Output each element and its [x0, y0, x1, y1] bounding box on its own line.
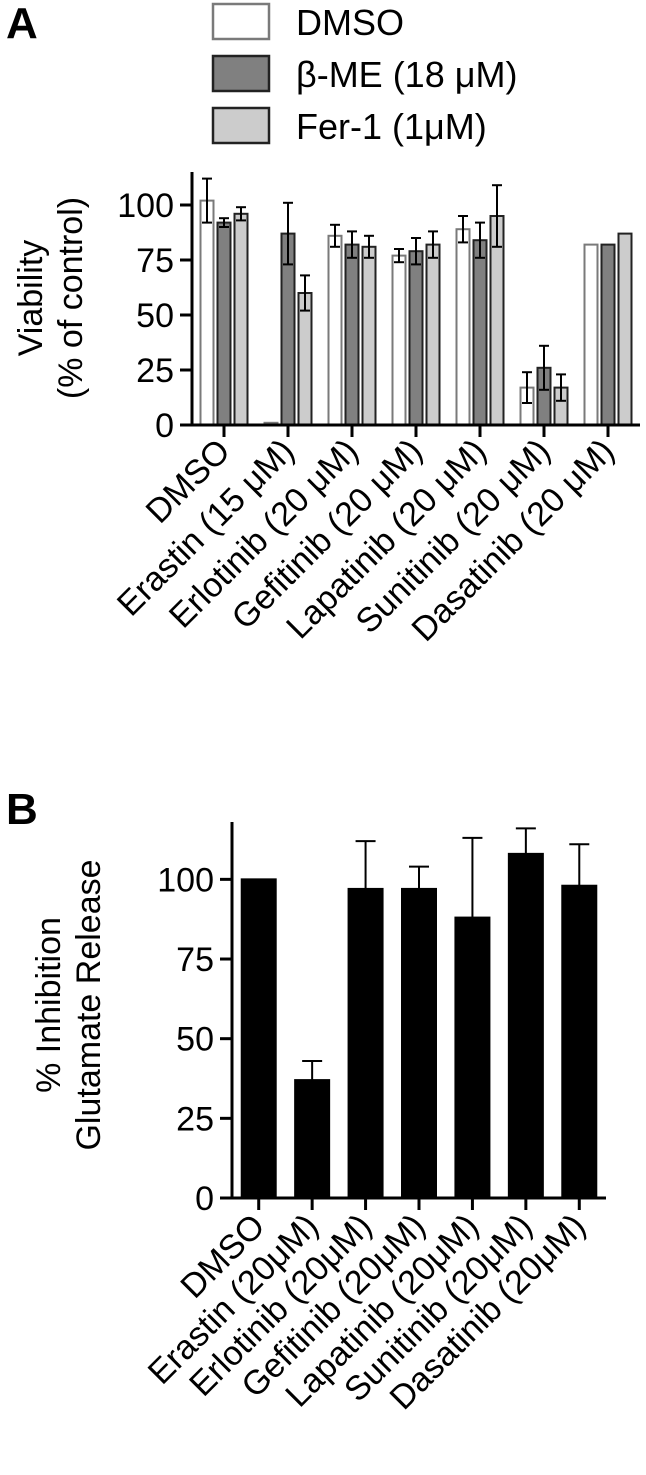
y-axis-label: % Inhibition Glutamate Release	[30, 859, 108, 1150]
y-tick-label: 75	[176, 941, 214, 979]
y-tick-label: 75	[136, 242, 174, 280]
y-tick-label: 25	[136, 352, 174, 390]
bar	[454, 916, 491, 1199]
bar	[617, 232, 633, 426]
bar	[455, 228, 471, 426]
bar	[425, 243, 441, 426]
legend-entry: DMSO	[296, 2, 404, 43]
panel-a: A DMSO β-ME (18 μM) Fer-1 (1μM) 0 25 50 75 100…	[6, 0, 640, 649]
bar	[600, 243, 616, 426]
legend-swatch	[211, 54, 271, 93]
bar	[561, 884, 598, 1199]
bar	[327, 234, 343, 426]
y-tick-label: 50	[136, 297, 174, 335]
legend-swatch	[211, 106, 271, 145]
y-tick-label: 100	[157, 861, 214, 899]
legend-entry: β-ME (18 μM)	[296, 54, 517, 95]
y-tick-label: 25	[176, 1100, 214, 1138]
y-axis-label: Viability (% of control)	[12, 197, 90, 399]
bar	[408, 250, 424, 426]
y-tick-label: 0	[155, 407, 174, 445]
y-tick-label: 50	[176, 1021, 214, 1059]
bar	[344, 243, 360, 426]
bar	[216, 221, 232, 426]
y-tick-label: 100	[117, 187, 174, 225]
y-tick-label: 0	[195, 1180, 214, 1218]
bars	[240, 827, 598, 1200]
bars	[199, 177, 633, 427]
bar	[199, 199, 215, 426]
panel-b: B 0 25 50 75 100 % Inhibition Glutamate Relea…	[6, 785, 606, 1417]
bar	[294, 1079, 331, 1199]
y-axis-label-line: % Inhibition	[30, 917, 68, 1093]
bar	[391, 254, 407, 426]
bar	[361, 245, 377, 426]
y-axis: 0 25 50 75 100	[117, 172, 194, 445]
bar	[297, 292, 313, 426]
bar	[240, 878, 277, 1200]
bar	[347, 887, 384, 1200]
legend-entry: Fer-1 (1μM)	[296, 106, 487, 147]
y-axis: 0 25 50 75 100	[157, 822, 234, 1218]
panel-b-letter: B	[6, 785, 38, 834]
legend-swatch	[211, 2, 271, 41]
y-axis-label-line: Viability	[12, 240, 50, 357]
y-axis-label-line: (% of control)	[52, 197, 90, 399]
bar	[233, 212, 249, 426]
bar	[472, 239, 488, 426]
legend: DMSO β-ME (18 μM) Fer-1 (1μM)	[211, 2, 517, 147]
bar	[507, 852, 544, 1199]
y-axis-label-line: Glutamate Release	[70, 859, 108, 1150]
bar	[583, 243, 599, 426]
panel-a-letter: A	[6, 0, 38, 48]
bar	[401, 887, 437, 1200]
